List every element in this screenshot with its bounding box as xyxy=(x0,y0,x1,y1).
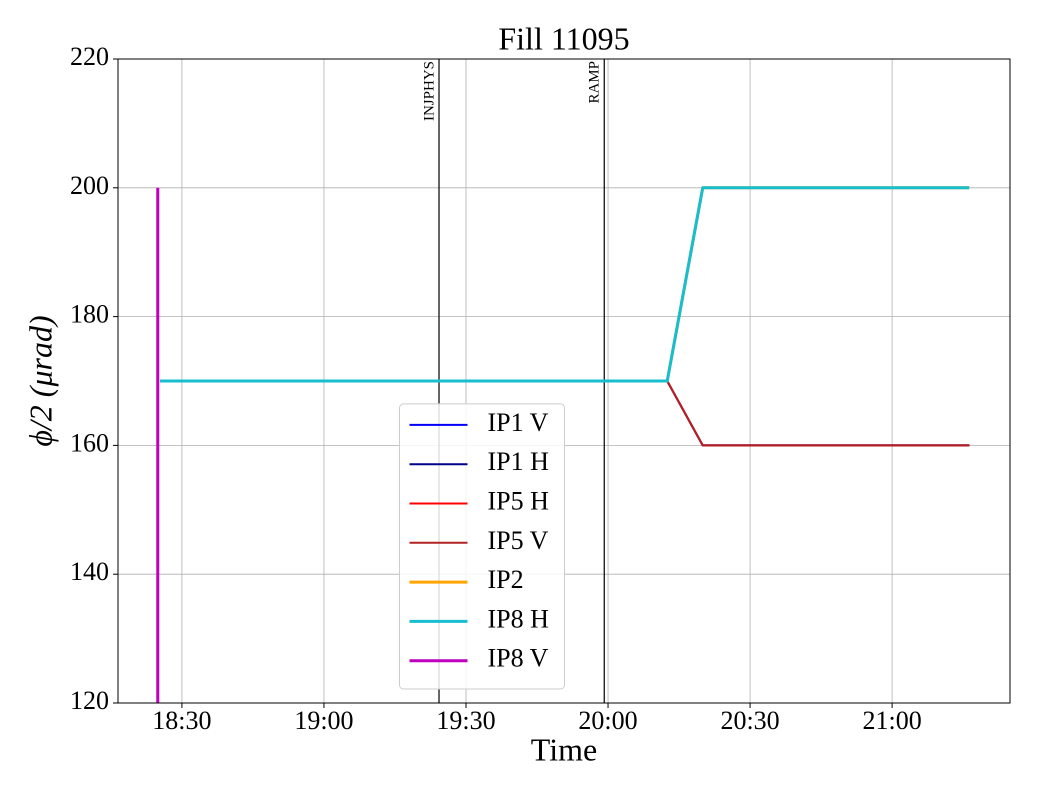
event-label: RAMP xyxy=(587,61,603,104)
chart-title: Fill 11095 xyxy=(498,20,629,56)
legend: IP1 V IP1 H IP5 H IP5 V IP2 IP8 H IP8 V xyxy=(399,403,565,690)
legend-box xyxy=(399,403,565,690)
event-label: INJPHYS xyxy=(421,61,437,121)
x-tick-label: 19:30 xyxy=(436,706,495,735)
legend-label: IP8 V xyxy=(488,644,549,673)
plot-frame xyxy=(117,58,1011,704)
x-tick-label: 19:00 xyxy=(294,706,353,735)
y-tick-label: 140 xyxy=(70,557,109,586)
x-tick-label: 18:30 xyxy=(152,706,211,735)
legend-label: IP8 H xyxy=(488,604,550,633)
legend-label: IP1 H xyxy=(488,447,550,476)
legend-label: IP5 V xyxy=(488,526,549,555)
legend-label: IP1 V xyxy=(488,408,549,437)
series-line xyxy=(160,186,970,383)
y-tick-label: 160 xyxy=(70,428,109,457)
x-tick-label: 21:00 xyxy=(862,706,921,735)
x-axis-label: Time xyxy=(531,731,597,767)
y-tick-label: 200 xyxy=(70,171,109,200)
y-tick-label: 220 xyxy=(70,42,109,71)
legend-label: IP5 H xyxy=(488,486,550,515)
x-tick-label: 20:30 xyxy=(720,706,779,735)
series-line xyxy=(160,186,970,383)
y-tick-label: 120 xyxy=(70,686,109,715)
y-tick-label: 180 xyxy=(70,300,109,329)
x-tick-label: 20:00 xyxy=(578,706,637,735)
legend-label: IP2 xyxy=(488,565,524,594)
y-axis-label: ϕ/2 (μrad) xyxy=(22,315,58,446)
